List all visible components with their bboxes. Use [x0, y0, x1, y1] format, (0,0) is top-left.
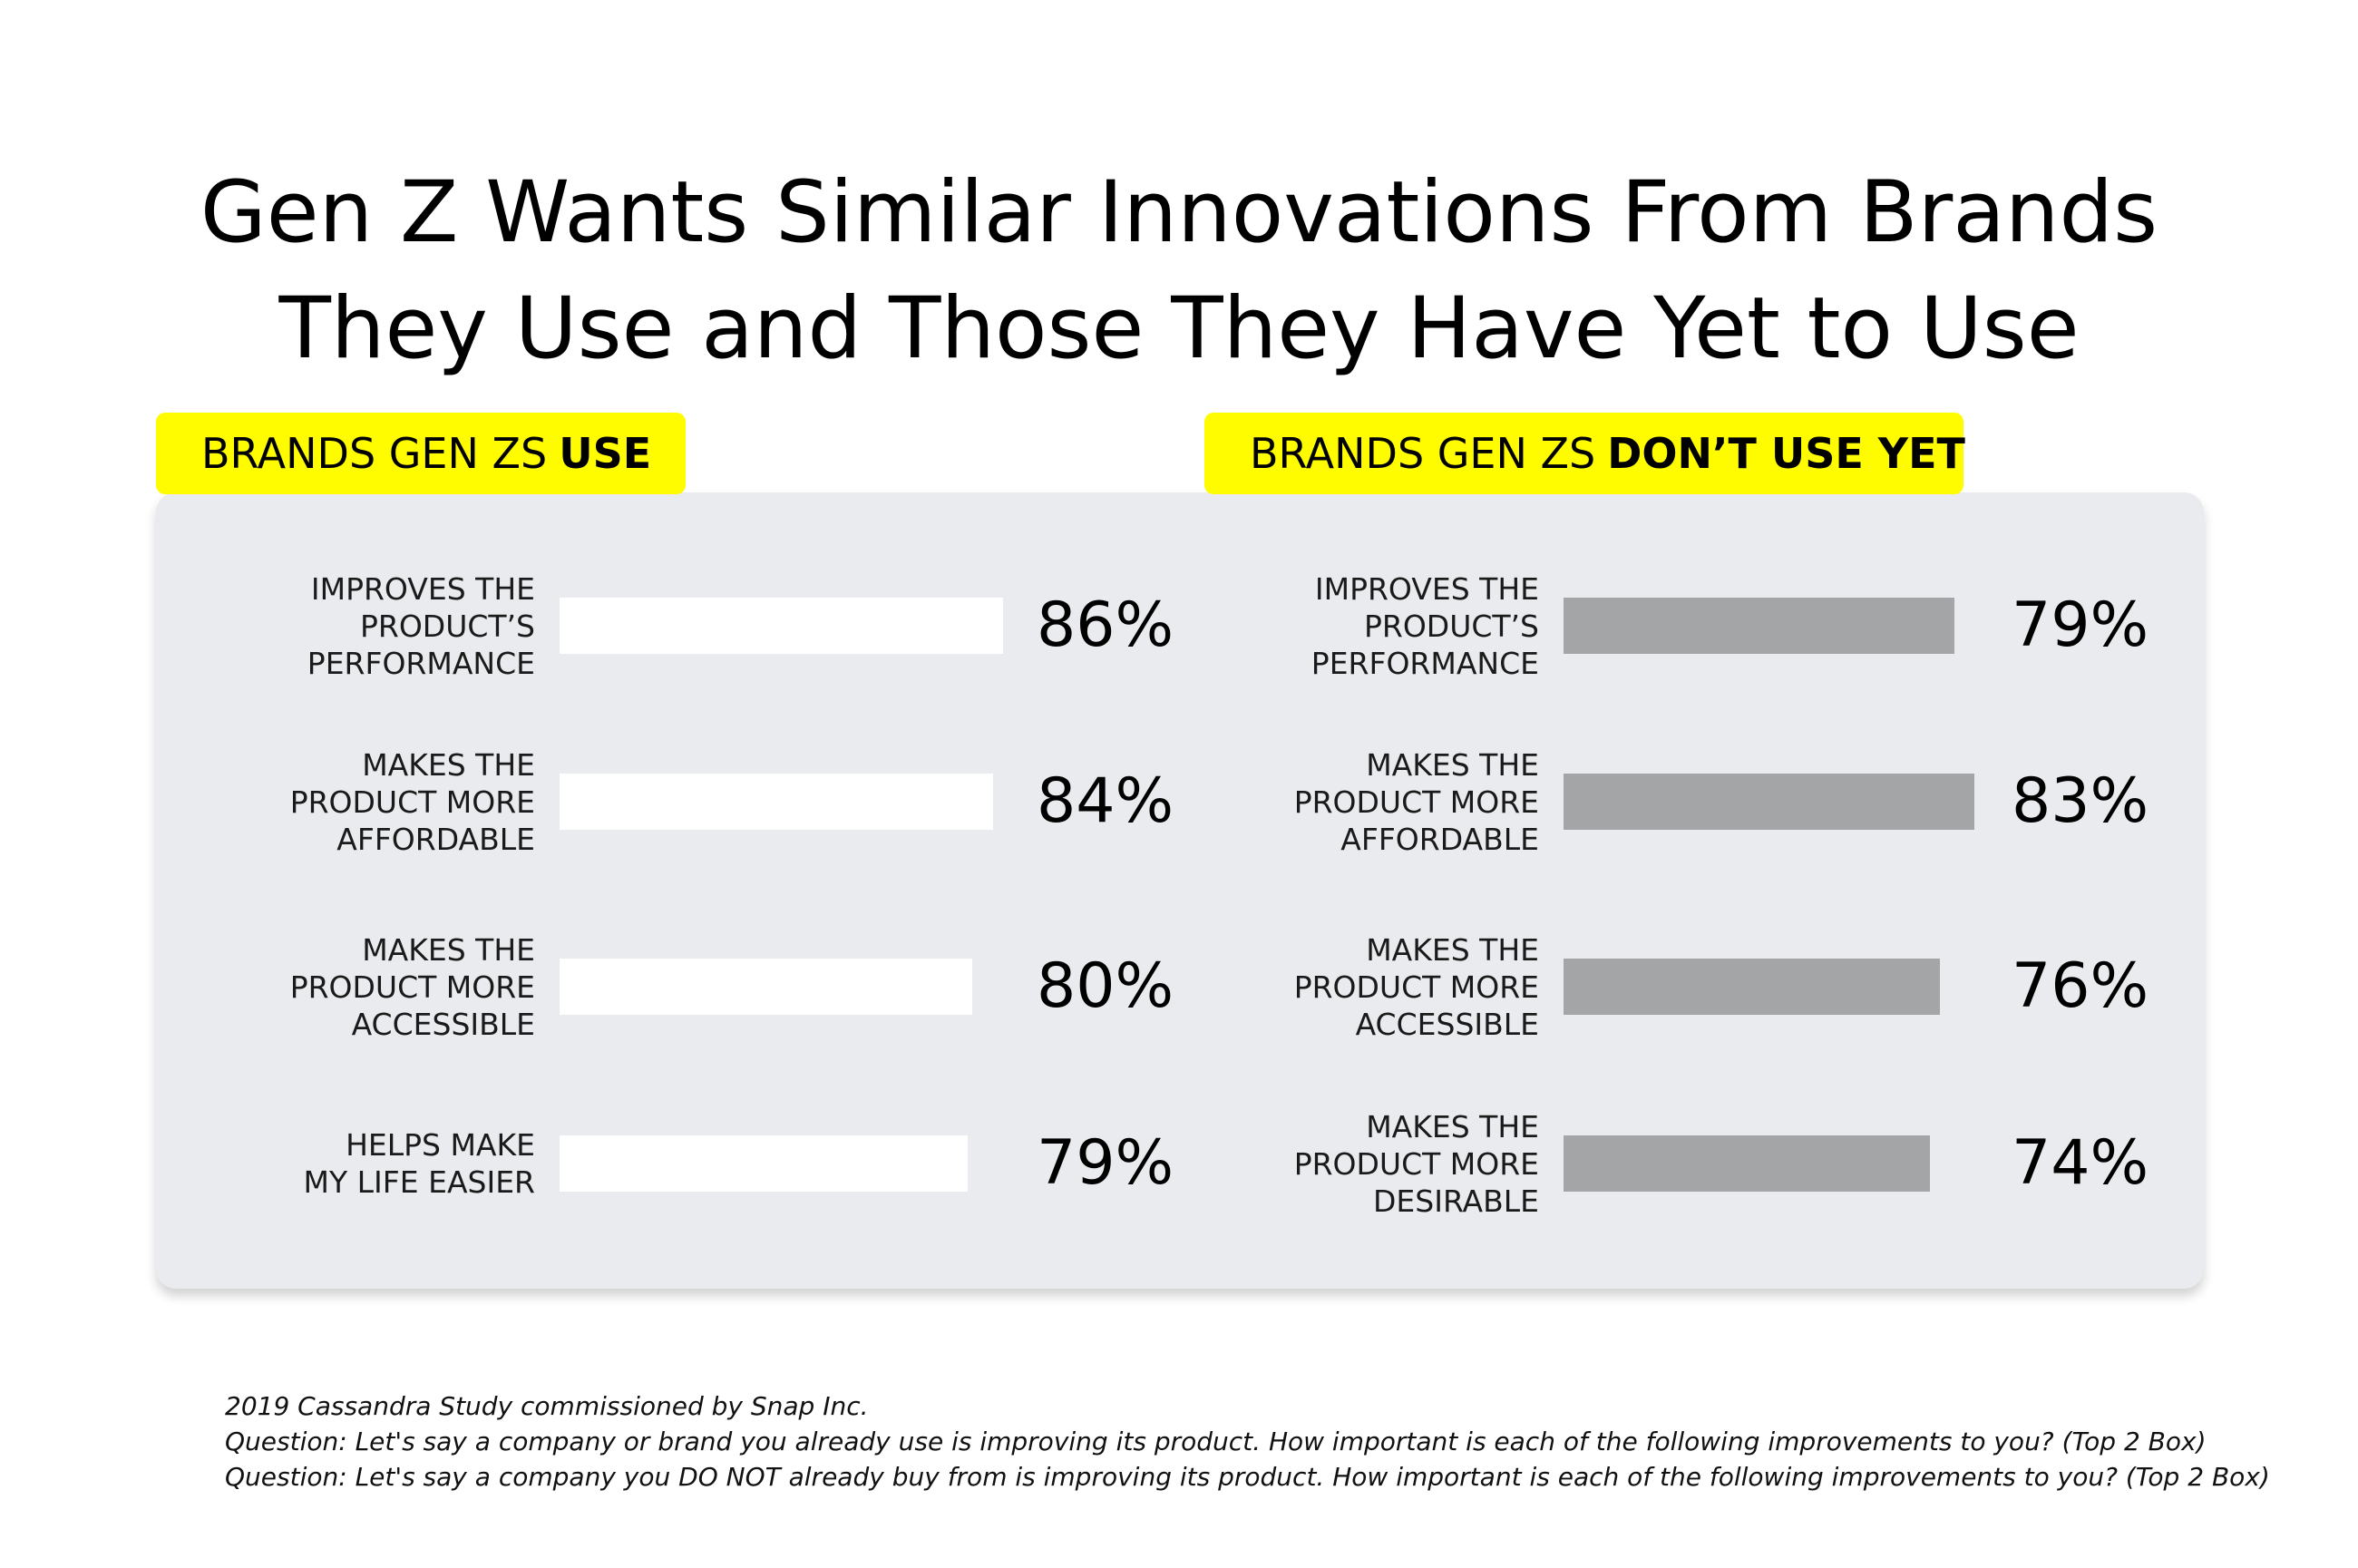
left-chart-tag-emphasis: USE: [559, 429, 652, 478]
right-chart-bar: [1564, 598, 1955, 654]
left-chart-bar: [560, 959, 973, 1015]
right-chart-value-label: 79%: [2012, 589, 2149, 661]
right-chart-bar: [1564, 1135, 1931, 1192]
chart-title-line-1: Gen Z Wants Similar Innovations From Bra…: [200, 162, 2158, 262]
right-chart-category-label-line: PRODUCT MORE: [1293, 969, 1539, 1005]
left-chart-bar: [560, 774, 993, 830]
left-chart-category-label-line: MAKES THE: [362, 931, 535, 968]
right-chart-category-label-line: PRODUCT MORE: [1293, 1145, 1539, 1182]
left-chart-category-label-line: MAKES THE: [362, 746, 535, 783]
left-chart-tag-prefix: BRANDS GEN ZS: [201, 429, 548, 478]
left-chart-category-label: IMPROVES THE PRODUCT’S PERFORMANCE: [154, 570, 535, 682]
right-chart-tag-emphasis: DON’T USE YET: [1607, 429, 1965, 478]
footnote: 2019 Cassandra Study commissioned by Sna…: [225, 1388, 2311, 1495]
left-chart-category-label-line: PRODUCT MORE: [289, 969, 535, 1005]
right-chart-category-label-line: PERFORMANCE: [1311, 645, 1539, 681]
right-chart-value-label: 83%: [2012, 765, 2149, 837]
right-chart-value-label: 76%: [2012, 950, 2149, 1022]
left-chart-value-label: 79%: [1037, 1127, 1174, 1199]
left-chart-category-label-line: PRODUCT MORE: [289, 784, 535, 820]
left-chart-category-label-line: ACCESSIBLE: [351, 1006, 535, 1042]
right-chart-bar: [1564, 774, 1975, 830]
right-chart-category-label-line: DESIRABLE: [1373, 1183, 1539, 1219]
right-chart-tag: BRANDS GEN ZS DON’T USE YET: [1204, 413, 1965, 494]
right-chart-category-label: MAKES THE PRODUCT MORE ACCESSIBLE: [1158, 931, 1539, 1043]
left-chart-category-label: HELPS MAKE MY LIFE EASIER: [154, 1126, 535, 1201]
left-chart-value-label: 84%: [1037, 765, 1174, 837]
right-chart-tag-prefix: BRANDS GEN ZS: [1250, 429, 1596, 478]
right-chart-category-label: MAKES THE PRODUCT MORE AFFORDABLE: [1158, 746, 1539, 858]
footnote-question-1: Question: Let's say a company or brand y…: [225, 1427, 2207, 1456]
left-chart-category-label-line: HELPS MAKE: [346, 1127, 535, 1163]
footnote-question-2: Question: Let's say a company you DO NOT…: [225, 1462, 2270, 1492]
left-chart-category-label-line: IMPROVES THE: [310, 570, 535, 607]
left-chart-category-label-line: PRODUCT’S: [359, 608, 535, 644]
right-chart-value-label: 74%: [2012, 1127, 2149, 1199]
right-chart-category-label-line: PRODUCT’S: [1363, 608, 1539, 644]
left-chart-category-label-line: PERFORMANCE: [307, 645, 535, 681]
left-chart-value-label: 80%: [1037, 950, 1174, 1022]
right-chart-category-label-line: MAKES THE: [1366, 746, 1539, 783]
left-chart-category-label-line: MY LIFE EASIER: [303, 1164, 535, 1200]
left-chart-category-label: MAKES THE PRODUCT MORE ACCESSIBLE: [154, 931, 535, 1043]
left-chart-bar: [560, 1135, 968, 1192]
chart-title-line-2: They Use and Those They Have Yet to Use: [278, 278, 2080, 378]
left-chart-category-label: MAKES THE PRODUCT MORE AFFORDABLE: [154, 746, 535, 858]
right-chart-category-label-line: MAKES THE: [1366, 1108, 1539, 1144]
left-chart-tag: BRANDS GEN ZS USE: [156, 413, 686, 494]
right-chart-category-label-line: MAKES THE: [1366, 931, 1539, 968]
footnote-source: 2019 Cassandra Study commissioned by Sna…: [225, 1391, 869, 1421]
right-chart-category-label: MAKES THE PRODUCT MORE DESIRABLE: [1158, 1108, 1539, 1220]
right-chart-category-label-line: ACCESSIBLE: [1355, 1006, 1539, 1042]
right-chart-bar: [1564, 959, 1940, 1015]
right-chart-category-label: IMPROVES THE PRODUCT’S PERFORMANCE: [1158, 570, 1539, 682]
left-chart-bar: [560, 598, 1004, 654]
right-chart-category-label-line: PRODUCT MORE: [1293, 784, 1539, 820]
left-chart-value-label: 86%: [1037, 589, 1174, 661]
right-chart-category-label-line: IMPROVES THE: [1314, 570, 1539, 607]
right-chart-category-label-line: AFFORDABLE: [1340, 821, 1539, 857]
chart-title: Gen Z Wants Similar Innovations From Bra…: [0, 155, 2358, 387]
left-chart-category-label-line: AFFORDABLE: [336, 821, 535, 857]
